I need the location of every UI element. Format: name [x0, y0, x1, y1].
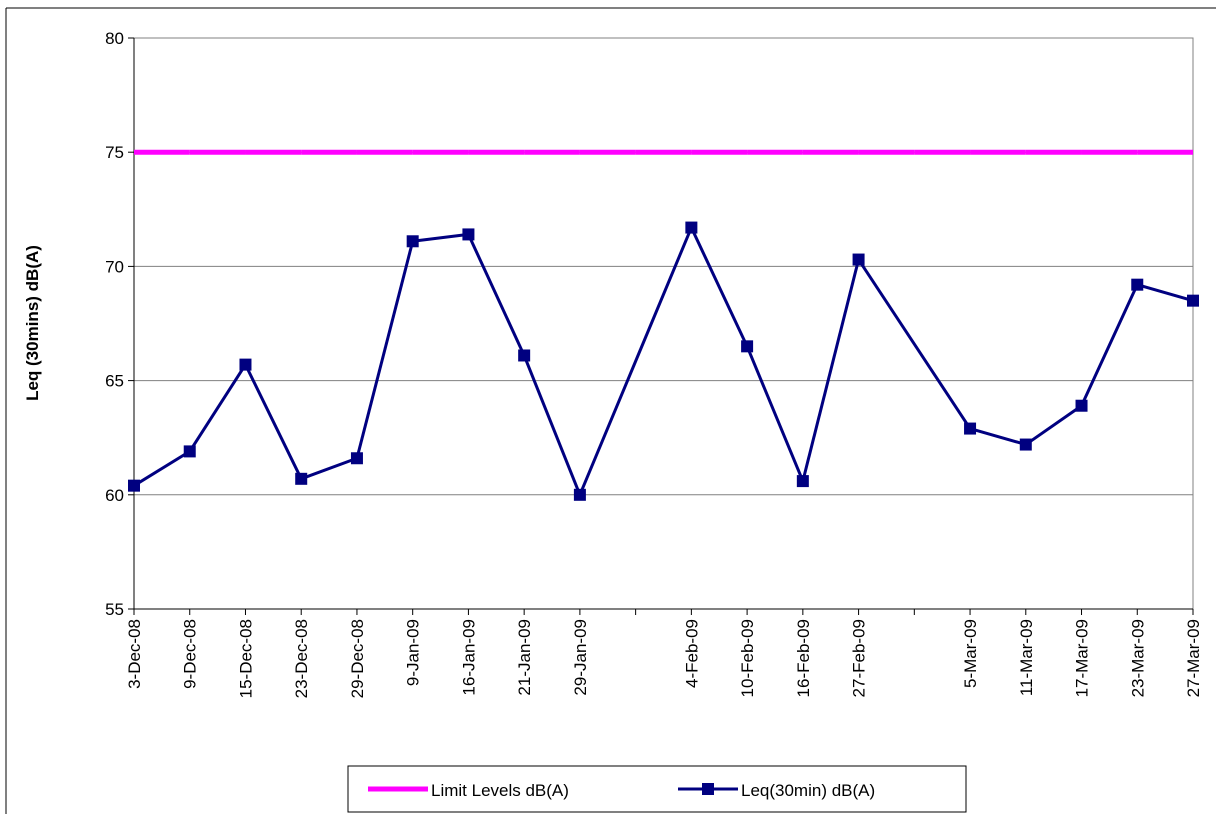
y-tick-label: 70 [105, 257, 124, 276]
line-segment [801, 259, 861, 482]
line-segment [300, 456, 358, 481]
marker [852, 253, 865, 266]
plot-area [133, 37, 1194, 610]
y-tick-label: 75 [105, 143, 124, 162]
marker [964, 422, 977, 435]
line-segment [1024, 404, 1083, 446]
x-tick-label: 29-Jan-09 [571, 619, 590, 696]
marker [295, 472, 308, 485]
line-segment [969, 427, 1027, 446]
x-tick-label: 27-Mar-09 [1184, 619, 1203, 697]
x-tick-label: 3-Dec-08 [125, 619, 144, 689]
line-segment [188, 363, 247, 453]
x-tick-label: 4-Feb-09 [682, 619, 701, 688]
line-segment [133, 450, 191, 487]
line-segment [1080, 284, 1139, 407]
marker [573, 488, 586, 501]
marker [350, 452, 363, 465]
line-segment [1136, 283, 1194, 303]
series [128, 221, 1199, 501]
marker [462, 228, 475, 241]
x-tick-label: 16-Jan-09 [459, 619, 478, 696]
x-tick-label: 15-Dec-08 [236, 619, 255, 698]
line-segment [578, 226, 693, 496]
line-segment [690, 226, 749, 347]
legend-marker [702, 783, 714, 795]
y-tick-label: 65 [105, 372, 124, 391]
legend-label: Leq(30min) dB(A) [741, 781, 875, 800]
line-segment [745, 345, 805, 482]
y-tick-label: 60 [105, 486, 124, 505]
marker [518, 349, 531, 362]
marker [685, 221, 698, 234]
x-tick-label: 9-Jan-09 [404, 619, 423, 686]
y-tick-label: 80 [105, 29, 124, 48]
line-segment [467, 233, 526, 357]
x-tick-label: 21-Jan-09 [515, 619, 534, 696]
line-segment [522, 354, 582, 496]
x-tick-label: 27-Feb-09 [850, 619, 869, 697]
line-segment [412, 232, 469, 243]
marker [1019, 438, 1032, 451]
x-tick-label: 29-Dec-08 [348, 619, 367, 698]
x-tick-label: 16-Feb-09 [794, 619, 813, 697]
legend [347, 765, 967, 813]
x-tick-label: 5-Mar-09 [961, 619, 980, 688]
x-tick-label: 11-Mar-09 [1017, 619, 1036, 696]
marker [406, 235, 419, 248]
legend-label: Limit Levels dB(A) [431, 781, 569, 800]
marker [183, 445, 196, 458]
line-segment [857, 258, 972, 430]
marker [239, 358, 252, 371]
marker [1131, 278, 1144, 291]
y-axis-title: Leq (30mins) dB(A) [23, 245, 42, 401]
marker [1187, 294, 1199, 307]
x-tick-label: 17-Mar-09 [1073, 619, 1092, 697]
y-tick-label: 55 [105, 600, 124, 619]
marker [741, 340, 754, 353]
x-tick-label: 23-Mar-09 [1128, 619, 1147, 697]
x-tick-label: 10-Feb-09 [738, 619, 757, 697]
marker [128, 479, 140, 492]
line-segment [355, 240, 415, 459]
marker [796, 475, 809, 488]
x-tick-label: 23-Dec-08 [292, 619, 311, 698]
marker [1075, 399, 1088, 412]
x-tick-label: 9-Dec-08 [181, 619, 200, 689]
line-segment [244, 363, 303, 480]
